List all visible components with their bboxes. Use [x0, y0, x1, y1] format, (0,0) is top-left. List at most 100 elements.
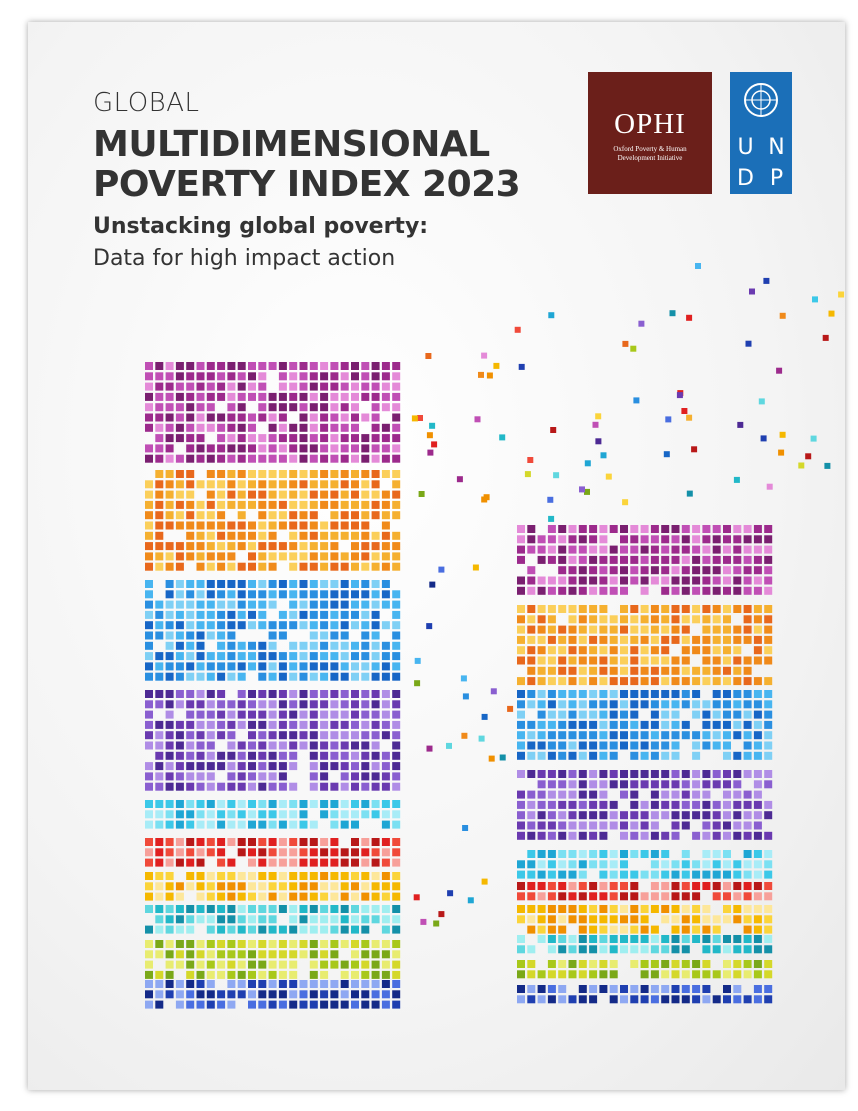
pixel: [568, 615, 577, 624]
pixel: [196, 641, 205, 650]
pixel: [753, 831, 762, 840]
pixel: [620, 690, 628, 698]
pixel: [217, 413, 226, 422]
pixel: [392, 552, 401, 561]
pixel: [227, 382, 236, 391]
pixel: [340, 631, 349, 640]
pixel: [351, 434, 359, 443]
pixel: [620, 882, 628, 890]
pixel: [640, 870, 649, 879]
pixel: [650, 635, 659, 644]
pixel: [330, 631, 339, 640]
pixel: [609, 811, 618, 820]
pixel: [268, 700, 277, 709]
pixel: [309, 848, 318, 857]
pixel: [712, 720, 721, 729]
pixel: [692, 545, 701, 554]
pixel: [268, 720, 277, 729]
pixel: [537, 656, 546, 665]
pixel: [155, 600, 164, 609]
pixel: [764, 677, 773, 686]
pixel: [712, 925, 721, 934]
pixel: [206, 751, 215, 760]
pixel: [630, 915, 639, 924]
pixel: [517, 586, 525, 595]
pixel: [268, 600, 277, 609]
pixel: [547, 635, 556, 644]
pixel: [671, 985, 680, 993]
pixel: [361, 762, 370, 771]
pixel: [661, 677, 670, 686]
pixel: [517, 535, 525, 544]
pixel: [589, 995, 598, 1004]
pixel: [351, 1000, 359, 1009]
pixel: [145, 720, 153, 729]
pixel: [186, 652, 195, 661]
pixel: [681, 770, 690, 778]
pixel: [186, 610, 195, 619]
pixel: [743, 605, 752, 613]
pixel: [723, 710, 731, 719]
pixel: [299, 720, 308, 729]
pixel: [145, 762, 153, 771]
pixel: [248, 423, 256, 432]
pixel: [299, 731, 308, 740]
pixel: [248, 392, 256, 401]
pixel: [248, 413, 256, 422]
pixel: [186, 1000, 195, 1009]
pixel: [155, 925, 164, 934]
pixel: [681, 525, 690, 533]
pixel: [723, 720, 731, 729]
pixel: [299, 990, 308, 999]
pixel: [527, 751, 536, 760]
pixel: [733, 751, 742, 760]
pixel: [712, 780, 721, 789]
pixel: [681, 731, 690, 740]
pixel: [289, 652, 298, 661]
pixel: [351, 690, 359, 698]
pixel: [702, 821, 711, 830]
pixel: [258, 490, 267, 499]
pixel: [351, 731, 359, 740]
scattered-pixel: [426, 432, 433, 439]
pixel: [258, 600, 267, 609]
pixel: [620, 860, 628, 869]
pixel: [186, 925, 195, 934]
pixel: [743, 905, 752, 913]
pixel: [320, 600, 329, 609]
pixel: [186, 848, 195, 857]
pixel: [547, 690, 556, 698]
pixel: [527, 677, 536, 686]
pixel: [196, 454, 205, 463]
pixel: [517, 860, 525, 869]
pixel: [650, 646, 659, 655]
pixel: [248, 751, 256, 760]
pixel: [537, 700, 546, 709]
pixel: [371, 662, 380, 671]
pixel: [155, 980, 164, 988]
pixel: [217, 720, 226, 729]
pixel: [330, 372, 339, 381]
pixel: [206, 531, 215, 540]
pixel: [196, 382, 205, 391]
pixel: [340, 621, 349, 630]
pixel: [733, 625, 742, 634]
pixel: [381, 542, 390, 551]
pixel: [206, 542, 215, 551]
pixel: [650, 720, 659, 729]
pixel: [217, 392, 226, 401]
pixel: [527, 770, 536, 778]
pixel: [145, 521, 153, 530]
pixel: [361, 490, 370, 499]
pixel: [278, 480, 287, 489]
pixel: [630, 935, 639, 943]
pixel: [517, 970, 525, 979]
pixel: [692, 860, 701, 869]
pixel: [330, 838, 339, 846]
pixel: [609, 625, 618, 634]
pixel: [650, 576, 659, 585]
pixel: [568, 870, 577, 879]
pixel: [309, 434, 318, 443]
pixel: [599, 945, 608, 954]
pixel: [609, 700, 618, 709]
